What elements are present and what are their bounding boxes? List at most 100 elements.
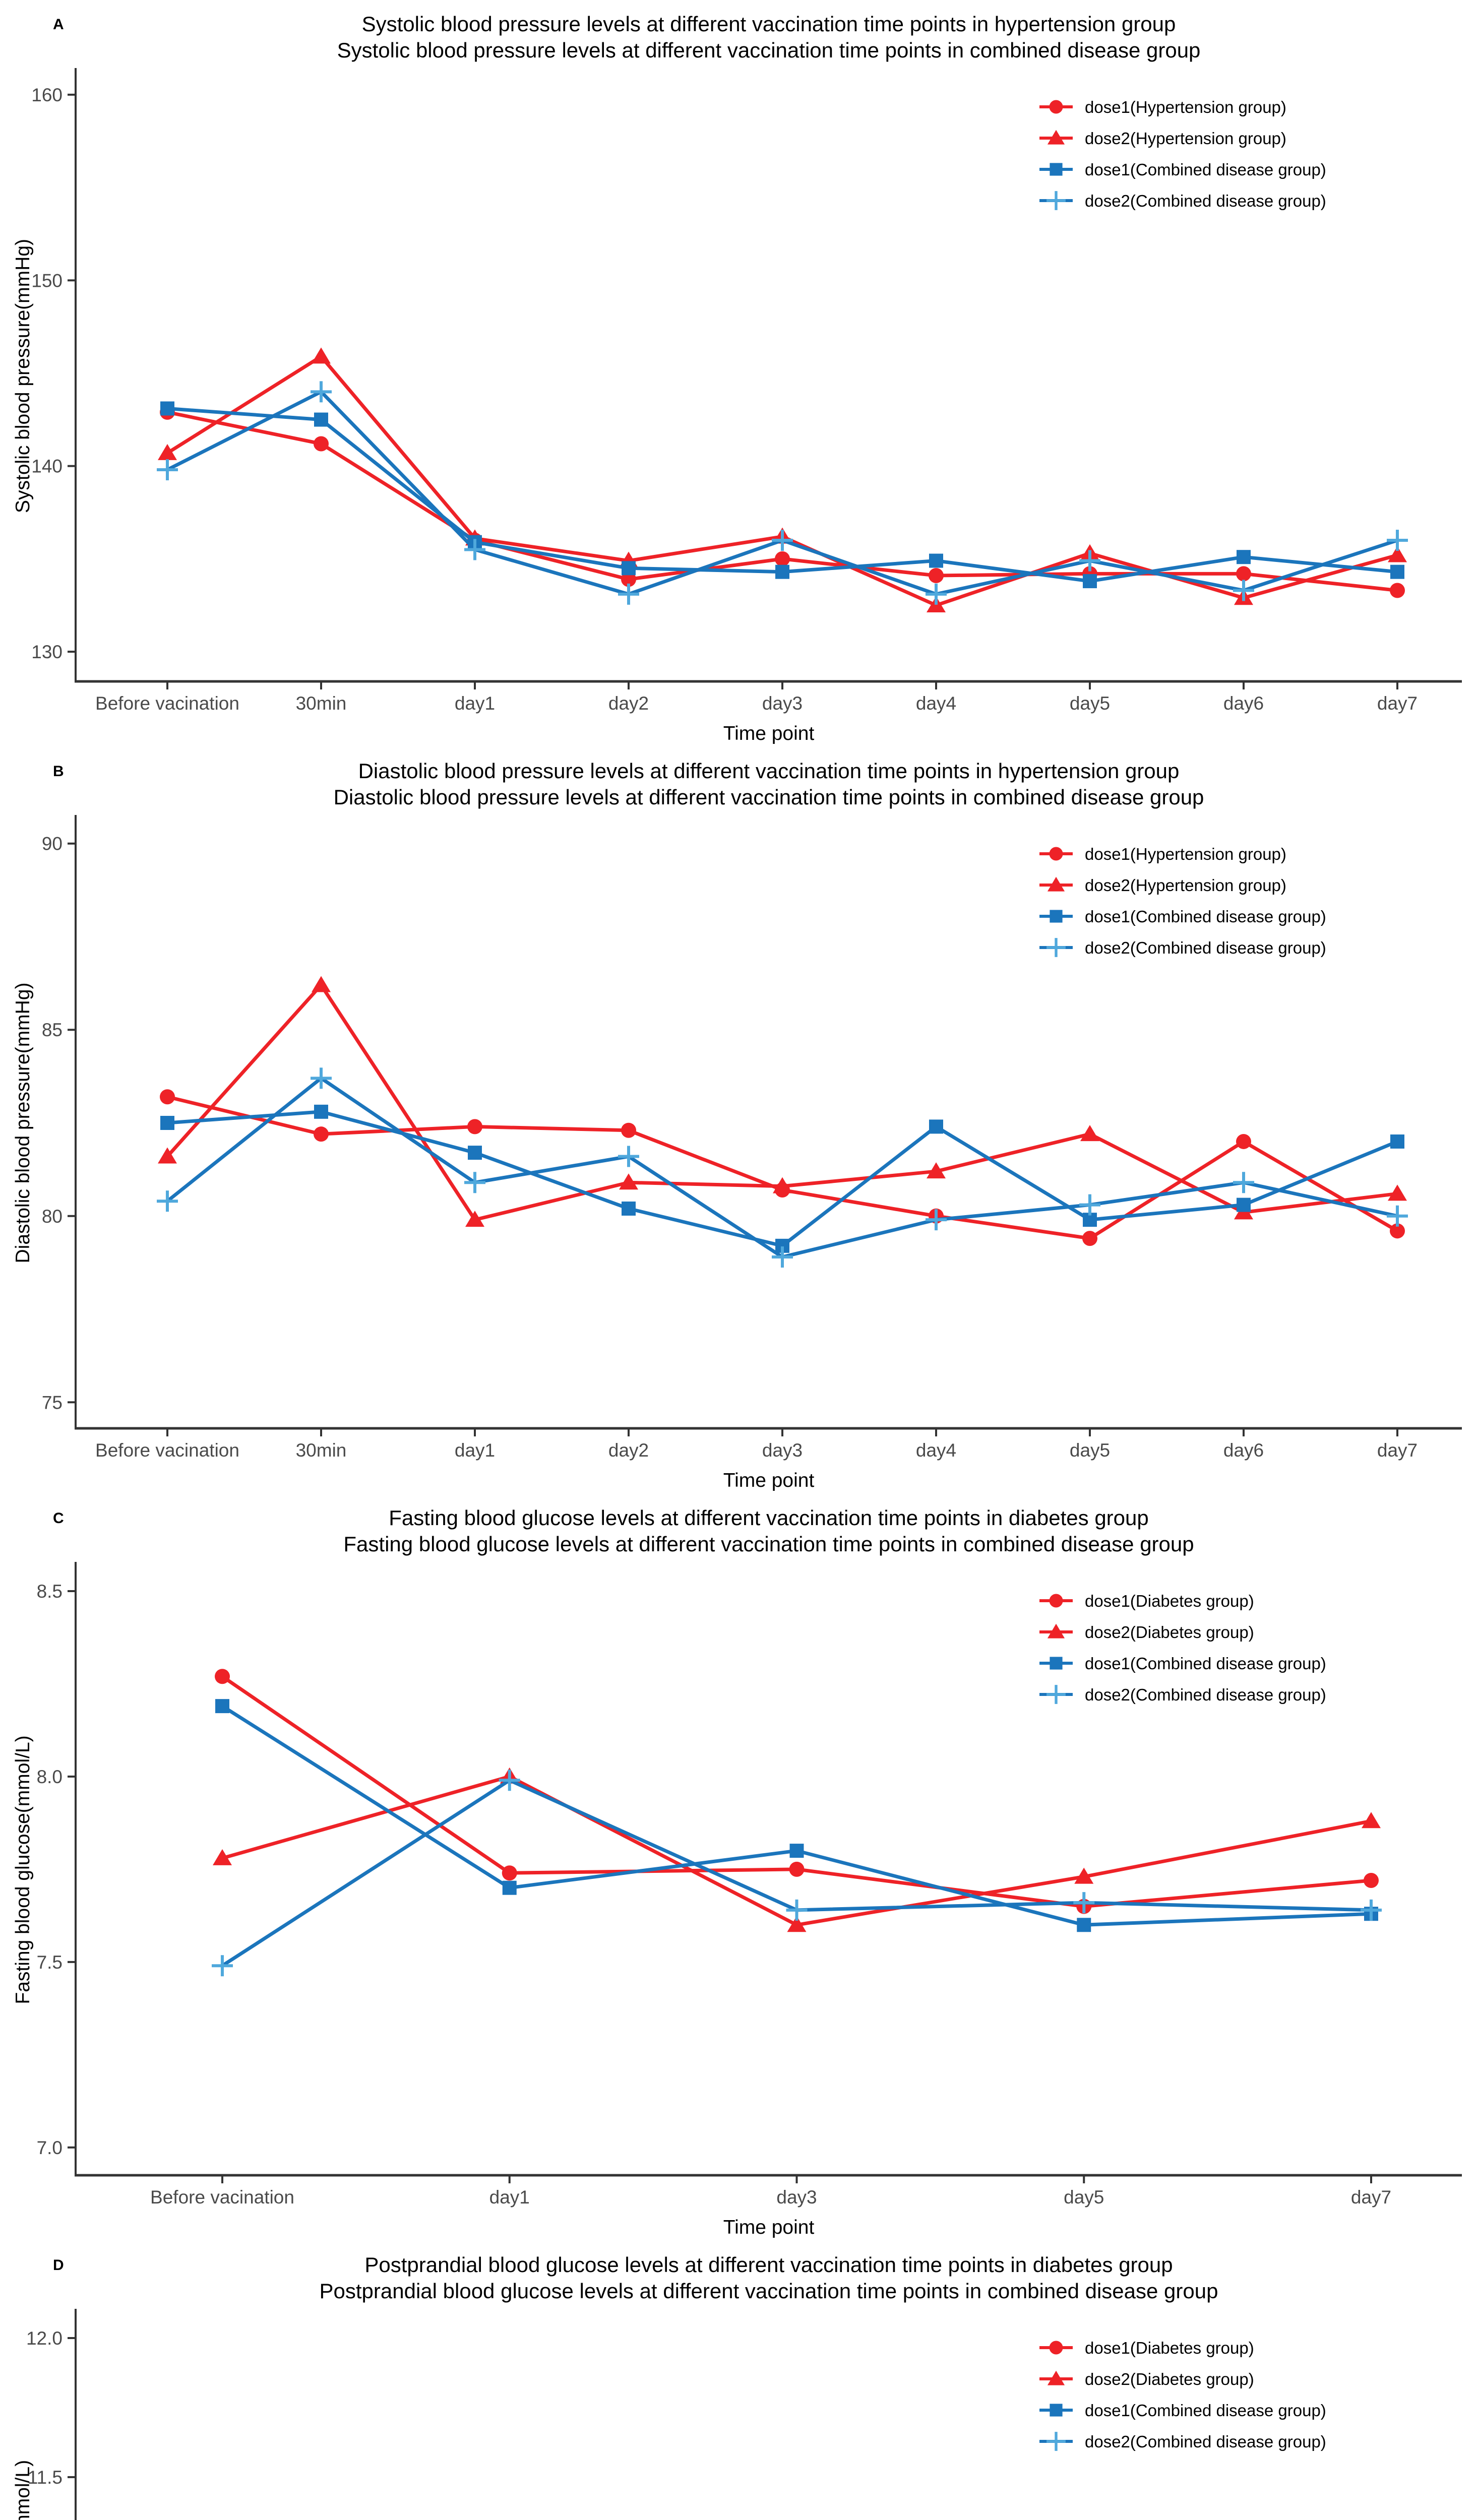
x-tick-label: Before vacination: [150, 2187, 294, 2208]
x-tick-label: Before vacination: [95, 1440, 239, 1461]
legend-label: dose1(Combined disease group): [1085, 907, 1326, 926]
chart-title-line1: Systolic blood pressure levels at differ…: [362, 12, 1176, 36]
legend-label: dose2(Diabetes group): [1085, 1623, 1254, 1642]
legend-item: dose2(Hypertension group): [1039, 129, 1286, 148]
triangle-marker: [1388, 1184, 1407, 1201]
legend-item: dose1(Hypertension group): [1039, 845, 1286, 863]
triangle-marker: [1047, 130, 1065, 145]
triangle-marker: [1080, 1125, 1099, 1142]
y-tick-label: 150: [31, 270, 63, 291]
y-tick-label: 7.0: [37, 2137, 63, 2158]
triangle-marker: [158, 1147, 177, 1164]
square-marker: [1050, 1657, 1063, 1670]
y-tick-label: 90: [42, 834, 63, 854]
square-marker: [160, 401, 174, 416]
x-tick-label: day1: [489, 2187, 530, 2208]
legend-item: dose1(Combined disease group): [1039, 907, 1326, 926]
series-plus: [157, 1067, 1408, 1268]
chart-title-line1: Fasting blood glucose levels at differen…: [389, 1506, 1148, 1530]
square-marker: [1077, 1918, 1091, 1932]
panel-systolic-bp: A Systolic blood pressure levels at diffe…: [0, 0, 1477, 747]
legend-item: dose2(Diabetes group): [1039, 2370, 1254, 2388]
x-tick-label: day7: [1351, 2187, 1391, 2208]
x-tick-label: day6: [1223, 693, 1264, 714]
legend-item: dose2(Combined disease group): [1039, 191, 1326, 210]
triangle-marker: [1047, 2370, 1065, 2385]
x-axis-title: Time point: [723, 2217, 815, 2238]
circle-marker: [621, 572, 636, 587]
panel-corner-label: C: [53, 1510, 64, 1527]
x-tick-label: 30min: [296, 693, 347, 714]
legend-label: dose1(Hypertension group): [1085, 98, 1286, 116]
circle-marker: [314, 1126, 329, 1142]
series-square: [160, 401, 1404, 589]
triangle-marker: [1362, 1812, 1381, 1829]
square-marker: [314, 1104, 328, 1119]
legend-item: dose2(Combined disease group): [1039, 938, 1326, 957]
y-tick-label: 11.5: [28, 2467, 63, 2488]
y-tick-label: 80: [42, 1206, 63, 1227]
legend-label: dose2(Combined disease group): [1085, 1685, 1326, 1704]
y-axis-title: Diastolic blood pressure(mmHg): [12, 982, 34, 1263]
chart-title-line2: Diastolic blood pressure levels at diffe…: [334, 785, 1204, 809]
x-tick-label: day7: [1377, 693, 1418, 714]
circle-marker: [775, 551, 790, 566]
legend-label: dose1(Combined disease group): [1085, 1654, 1326, 1673]
series-plus: [212, 1770, 1382, 1977]
legend-item: dose1(Diabetes group): [1039, 1592, 1254, 1610]
triangle-marker: [927, 1162, 946, 1179]
legend-item: dose1(Combined disease group): [1039, 2401, 1326, 2420]
triangle-marker: [1074, 1867, 1094, 1884]
y-tick-label: 8.0: [37, 1767, 63, 1787]
legend-label: dose2(Combined disease group): [1085, 192, 1326, 210]
legend-item: dose2(Diabetes group): [1039, 1623, 1254, 1642]
square-marker: [775, 564, 789, 579]
x-tick-label: day2: [608, 693, 649, 714]
legend-label: dose2(Combined disease group): [1085, 2432, 1326, 2451]
legend-label: dose1(Combined disease group): [1085, 160, 1326, 179]
square-marker: [468, 1146, 482, 1160]
x-tick-label: day4: [916, 693, 956, 714]
panel-corner-label: A: [53, 16, 64, 33]
panel-postprandial-glucose: D Postprandial blood glucose levels at di…: [0, 2241, 1477, 2520]
circle-marker: [215, 1669, 230, 1684]
circle-marker: [502, 1865, 517, 1881]
square-marker: [1237, 550, 1251, 564]
circle-marker: [929, 568, 944, 584]
square-marker: [622, 1201, 636, 1216]
chart-title-line2: Systolic blood pressure levels at differ…: [337, 38, 1201, 62]
legend-item: dose2(Combined disease group): [1039, 2432, 1326, 2451]
x-tick-label: 30min: [296, 1440, 347, 1461]
series-square: [215, 1699, 1378, 1932]
circle-marker: [789, 1861, 805, 1877]
x-tick-label: day5: [1070, 693, 1110, 714]
y-tick-label: 12.0: [26, 2328, 63, 2349]
circle-marker: [1390, 583, 1405, 598]
x-tick-label: Before vacination: [95, 693, 239, 714]
x-tick-label: day1: [455, 1440, 495, 1461]
legend-label: dose1(Diabetes group): [1085, 1592, 1254, 1610]
circle-marker: [1082, 1231, 1097, 1246]
circle-marker: [1049, 1594, 1063, 1608]
y-axis-title: Systolic blood pressure(mmHg): [12, 239, 34, 513]
series-circle: [215, 1669, 1379, 1914]
legend-label: dose1(Hypertension group): [1085, 845, 1286, 863]
panel-corner-label: D: [53, 2257, 64, 2274]
triangle-marker: [312, 347, 331, 364]
square-marker: [929, 553, 943, 568]
legend: dose1(Hypertension group) dose2(Hypertens…: [1039, 98, 1326, 210]
chart-title-line2: Postprandial blood glucose levels at dif…: [320, 2279, 1218, 2303]
legend: dose1(Diabetes group) dose2(Diabetes grou…: [1039, 2339, 1326, 2451]
panel-fasting-glucose: C Fasting blood glucose levels at differe…: [0, 1494, 1477, 2241]
square-marker: [1083, 574, 1097, 589]
series-line: [165, 1095, 1399, 1240]
legend-label: dose2(Hypertension group): [1085, 876, 1286, 895]
chart-title-line1: Diastolic blood pressure levels at diffe…: [358, 759, 1180, 783]
y-axis-title: Postprandial blood glucose(mmol/L): [12, 2460, 34, 2520]
x-tick-label: day1: [455, 693, 495, 714]
circle-marker: [1236, 566, 1251, 582]
triangle-marker: [619, 1173, 638, 1190]
triangle-marker: [773, 1177, 792, 1193]
triangle-marker: [312, 976, 331, 992]
